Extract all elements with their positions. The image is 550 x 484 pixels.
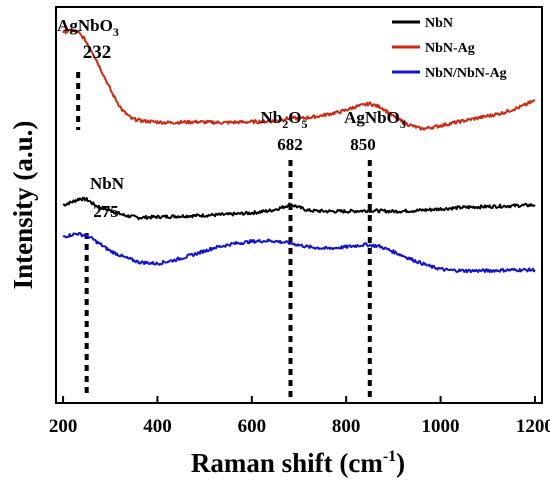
series-group: [62, 28, 536, 274]
annotation-agnbo3-232-value: 232: [83, 42, 112, 63]
annotation-nbn-275-name: NbN: [90, 174, 125, 193]
x-axis-ticks: 200 400 600 800 1000 1200: [49, 396, 550, 437]
x-tick-label-600: 600: [238, 416, 267, 437]
series-line-nbn-nbn-ag: [62, 231, 536, 274]
x-axis-label-sup: -1: [383, 448, 396, 465]
x-tick-label-400: 400: [143, 416, 172, 437]
annotation-nb2o5-682-value: 682: [277, 135, 303, 154]
annotation-agnbo3-232: AgNbO3 232: [57, 16, 119, 63]
annotation-agnbo3-850-name: AgNbO3: [344, 108, 406, 131]
series-line-nbn: [62, 196, 536, 221]
annotation-nbn-275-value: 275: [93, 202, 119, 221]
x-tick-label-200: 200: [49, 416, 78, 437]
annotation-nb2o5-682-name: Nb2O5: [261, 108, 308, 131]
plot-frame: [55, 6, 543, 404]
x-axis-label-main: Raman shift (cm: [191, 448, 383, 478]
legend-label-nbn-nbn-ag: NbN/NbN-Ag: [425, 66, 507, 81]
x-axis-label: Raman shift (cm-1): [191, 448, 405, 478]
x-axis-label-end: ): [396, 448, 405, 478]
x-tick-label-800: 800: [332, 416, 361, 437]
annotation-nbn-275: NbN 275: [90, 174, 125, 221]
series-line-nbn-ag: [62, 28, 536, 131]
y-axis-label: Intensity (a.u.): [8, 121, 38, 290]
annotation-agnbo3-850: AgNbO3 850: [344, 108, 406, 154]
annotation-agnbo3-850-value: 850: [350, 135, 376, 154]
annotation-agnbo3-232-name: AgNbO3: [57, 16, 119, 39]
legend-label-nbn-ag: NbN-Ag: [425, 41, 475, 56]
legend-label-nbn: NbN: [425, 16, 453, 31]
x-tick-label-1000: 1000: [422, 416, 460, 437]
legend: NbN NbN-Ag NbN/NbN-Ag: [392, 16, 507, 81]
annotation-guides: [76, 72, 372, 398]
annotation-nb2o5-682: Nb2O5 682: [261, 108, 308, 154]
x-tick-label-1200: 1200: [516, 416, 550, 437]
